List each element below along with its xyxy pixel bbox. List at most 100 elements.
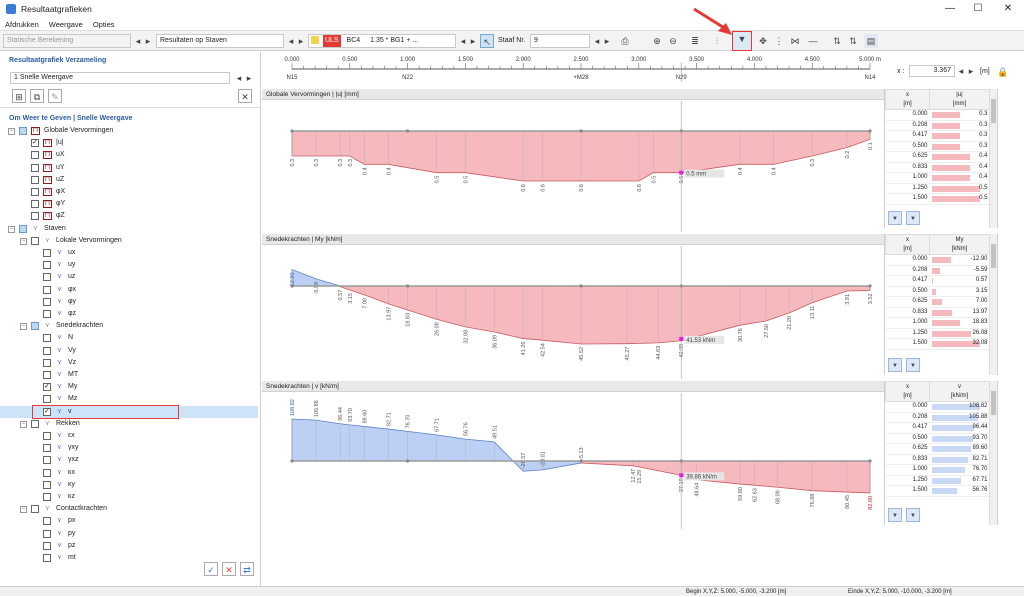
tree-checkbox[interactable] [19,127,27,135]
table-row[interactable]: 1.250 67.71 [885,475,990,486]
table-row[interactable]: 1.250 0.5 [885,183,990,194]
zoom-out-icon[interactable]: ⊖ [669,36,677,46]
tree-checkbox[interactable] [43,480,51,489]
table-row[interactable]: 0.417 96.44 [885,422,990,434]
next-icon[interactable]: ▸ [298,36,304,46]
tree-toggle-icon[interactable]: − [20,323,27,331]
table-row[interactable]: 0.625 89.60 [885,443,990,455]
max-filter-icon[interactable]: ▼ [888,211,902,225]
filter-icon[interactable]: ▼ [906,211,920,225]
settings-grid-icon[interactable]: ▤ [864,34,878,48]
tree-item[interactable]: ⋎ φx [0,284,258,296]
tree-checkbox[interactable] [43,297,51,306]
tree-item[interactable]: − ⋎ Lokale Vervormingen [0,235,258,247]
tree-item[interactable]: ⋎ κx [0,467,258,479]
tree-item[interactable]: ⊓ uZ [0,174,258,186]
table-row[interactable]: 0.833 0.4 [885,162,990,173]
filter-icon[interactable]: ▼ [906,358,920,372]
tree-checkbox[interactable] [43,334,51,343]
table-row[interactable]: 0.625 0.4 [885,151,990,163]
table-scrollbar[interactable] [989,234,997,375]
diagram-values-icon[interactable]: ⫶ [715,36,719,46]
table-row[interactable]: 0.208 -5.59 [885,265,990,276]
table-row[interactable]: 0.500 0.3 [885,141,990,152]
table-row[interactable]: 0.625 7.00 [885,296,990,308]
prev-icon[interactable]: ◂ [135,36,141,46]
tree-item[interactable]: ⋎ py [0,528,258,540]
tree-checkbox[interactable] [43,285,51,294]
table-row[interactable]: 1.500 0.5 [885,193,990,205]
table-scrollbar[interactable] [989,381,997,525]
tree-checkbox[interactable] [43,468,51,477]
next-icon[interactable]: ▸ [470,36,476,46]
next-icon[interactable]: ▸ [246,73,252,83]
tree-item[interactable]: − ⋎ Rekken [0,418,258,430]
teal-arrows-icon-2[interactable]: ⇅ [849,36,857,46]
table-row[interactable]: 1.000 18.83 [885,317,990,329]
tree-item[interactable]: − ⋎ Contactkrachten [0,503,258,515]
tree-item[interactable]: − ⊓ Globale Vervormingen [0,125,258,137]
menu-weergave[interactable]: Weergave [48,19,83,29]
tree-item[interactable]: ⋎ ux [0,247,258,259]
tree-checkbox[interactable] [31,151,39,160]
tree-item[interactable]: ⋎ γxy [0,442,258,454]
prev-icon[interactable]: ◂ [236,73,242,83]
tree-toggle-icon[interactable]: − [8,128,15,135]
tree-checkbox[interactable] [43,554,51,562]
tree-checkbox[interactable] [43,493,51,501]
tree-checkbox[interactable] [43,541,51,550]
tree-item[interactable]: ⋎ γxz [0,454,258,466]
tree-item[interactable]: ⋎ φz [0,308,258,320]
prev-icon[interactable]: ◂ [288,36,294,46]
smooth-icon[interactable]: ⋮ [774,36,784,46]
table-row[interactable]: 1.000 76.70 [885,464,990,476]
result-display-icon[interactable]: ≣ [691,36,699,46]
tree-toggle-icon[interactable]: − [20,237,27,245]
tree-item[interactable]: ✓ ⋎ My [0,381,258,393]
tree-toggle-icon[interactable]: − [8,225,15,233]
table-row[interactable]: 0.833 13.97 [885,307,990,318]
scrollbar-thumb[interactable] [991,244,996,268]
lock-icon[interactable]: 🔒 [997,67,1009,77]
scrollbar-thumb[interactable] [991,391,996,415]
filter-icon[interactable]: ▼ [906,508,920,522]
tree-item[interactable]: ⋎ Vy [0,345,258,357]
minimize-button[interactable]: — [945,3,955,14]
table-row[interactable]: 1.000 0.4 [885,172,990,184]
table-row[interactable]: 0.208 0.3 [885,120,990,131]
tree-item[interactable]: ⋎ mt [0,552,258,564]
tree-checkbox[interactable] [43,310,51,318]
scrollbar-thumb[interactable] [991,99,996,123]
load-combination-select[interactable]: ULS BC4 1.35 * BG1 + ... [308,34,456,48]
max-filter-icon[interactable]: ▼ [888,358,902,372]
invert-selection-icon[interactable]: ⇄ [240,562,254,576]
table-row[interactable]: 1.500 32.08 [885,338,990,350]
tree-item[interactable]: − ⋎ Staven [0,223,258,235]
filter-result-icon[interactable]: ▼ [732,31,752,51]
close-button[interactable]: ✕ [1003,3,1013,14]
prev-icon[interactable]: ◂ [594,36,600,46]
tree-item[interactable]: ⋎ φy [0,296,258,308]
tree-checkbox[interactable] [43,456,51,465]
table-row[interactable]: 1.500 56.76 [885,485,990,497]
tree-item[interactable]: ⋎ px [0,515,258,527]
prev-icon[interactable]: ◂ [958,66,964,76]
next-icon[interactable]: ▸ [968,66,974,76]
tree-checkbox[interactable] [43,358,51,367]
tree-item[interactable]: ⊓ φZ [0,210,258,222]
zoom-in-icon[interactable]: ⊕ [653,36,661,46]
result-type-select[interactable]: Resultaten op Staven [156,34,284,48]
tree-item[interactable]: ⋎ κz [0,491,258,503]
prev-icon[interactable]: ◂ [460,36,466,46]
tree-checkbox[interactable] [43,371,51,379]
tree-checkbox[interactable] [19,224,27,233]
tree-item[interactable]: ⊓ uY [0,162,258,174]
tree-checkbox[interactable] [31,322,39,331]
tree-checkbox[interactable] [31,419,39,428]
tree-checkbox[interactable] [43,395,51,404]
tree-toggle-icon[interactable]: − [20,420,27,428]
table-row[interactable]: 0.000 108.82 [885,401,990,413]
tree-checkbox[interactable]: ✓ [43,407,51,416]
connect-icon[interactable]: ⋈ [790,36,800,46]
tree-checkbox[interactable] [31,200,39,209]
